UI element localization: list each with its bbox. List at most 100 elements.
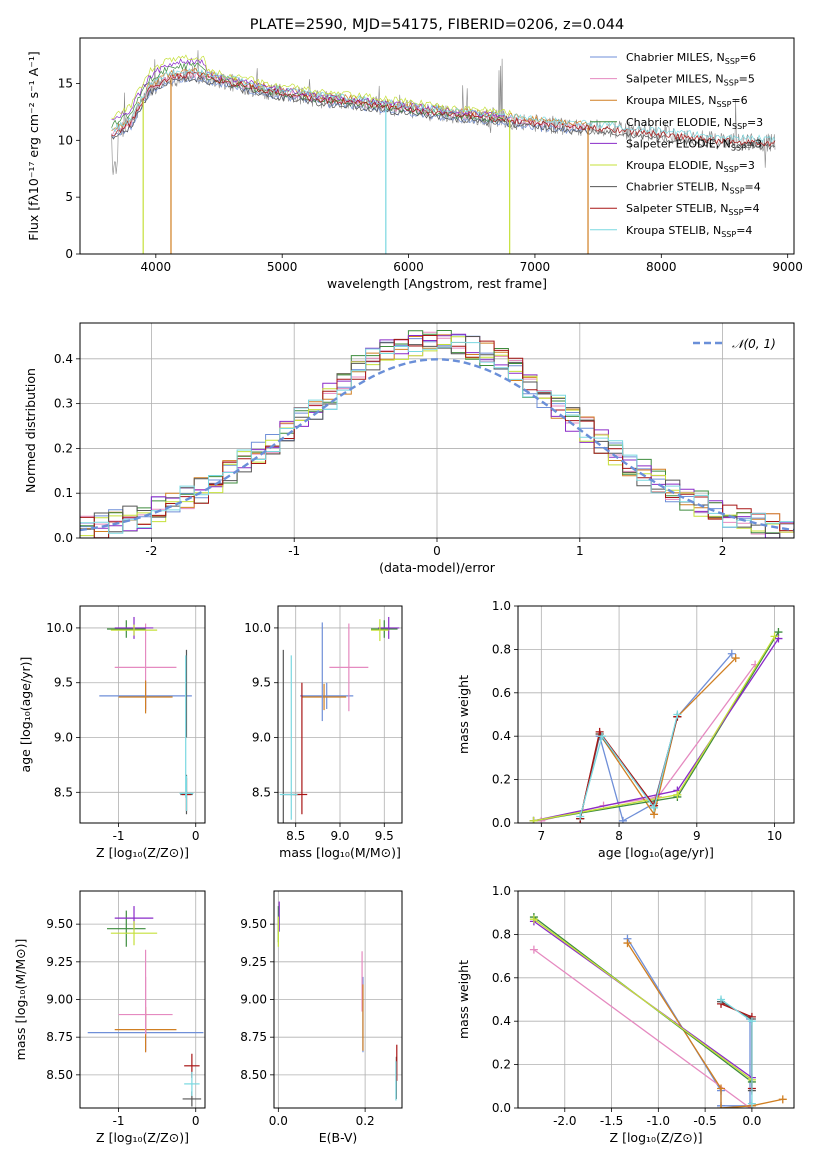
y-tick-label: 9.0 (54, 731, 73, 745)
x-axis-label: Z [log₁₀(Z/Z⊙)] (610, 1130, 703, 1145)
y-tick-label: 0.0 (54, 531, 73, 545)
axes-frame (79, 890, 206, 1109)
x-axis-label: age [log₁₀(age/yr)] (598, 845, 714, 860)
weight-vs-z-panel: -2.0 -1.5 -1.0 -0.5 0.0 0.0 0.2 0.4 0.6 0.8 1.0 Z [… (456, 884, 795, 1145)
x-tick-label: -0.5 (693, 1114, 716, 1128)
model-spectrum-kroupa-miles (111, 67, 590, 131)
x-tick-label: 5000 (267, 260, 298, 274)
spectrum-legend: Chabrier MILES, NSSP=6 Salpeter MILES, NS… (590, 51, 763, 239)
weight-marker (747, 1099, 756, 1108)
y-tick-label: 0.4 (54, 352, 73, 366)
weight-marker (529, 945, 538, 954)
y-tick-label: 9.0 (252, 731, 271, 745)
x-tick-label: 0.2 (356, 1114, 375, 1128)
axes-frame (517, 890, 795, 1109)
y-tick-label: 15 (58, 76, 73, 90)
y-tick-label: 9.5 (54, 676, 73, 690)
x-tick-label: 0 (192, 1114, 200, 1128)
y-axis-label: mass weight (456, 960, 471, 1039)
x-tick-label: 2 (719, 544, 727, 558)
x-axis-label: Z [log₁₀(Z/Z⊙)] (96, 1130, 189, 1145)
y-tick-label: 9.00 (240, 993, 267, 1007)
legend-entry: 𝒩(0, 1) (732, 337, 776, 351)
x-axis-label: E(B-V) (319, 1130, 358, 1145)
weight-marker (673, 710, 682, 719)
age-vs-z-panel: -1 0 8.5 9.0 9.5 10.0 Z [log₁₀(Z/Z⊙)] age [log₁… (18, 605, 206, 860)
model-spectrum-chabrier-miles (111, 75, 590, 139)
mass-vs-ebv-panel: 0.0 0.2 8.50 8.75 9.00 9.25 9.50 E(B-V) (240, 890, 403, 1145)
observed-spectrum-line (111, 50, 776, 175)
axes-frame (79, 37, 795, 255)
x-tick-label: -2 (145, 544, 157, 558)
legend-entry: Kroupa ELODIE, NSSP=3 (626, 159, 755, 174)
x-tick-label: 7 (538, 829, 546, 843)
legend-entry: Kroupa MILES, NSSP=6 (626, 94, 748, 109)
y-tick-label: 0.2 (492, 773, 511, 787)
y-tick-label: 0.8 (492, 927, 511, 941)
x-tick-label: 9000 (772, 260, 803, 274)
weight-marker (727, 649, 736, 658)
x-tick-label: -1 (288, 544, 300, 558)
y-tick-label: 10 (58, 133, 73, 147)
axes-frame (273, 890, 403, 1109)
weight-marker (717, 1084, 726, 1093)
y-tick-label: 0.4 (492, 1014, 511, 1028)
weight-vs-age-panel: 7 8 9 10 0.0 0.2 0.4 0.6 0.8 1.0 age [log₁₀(age/yr… (456, 599, 795, 860)
y-tick-label: 0.6 (492, 971, 511, 985)
y-tick-label: 8.50 (46, 1068, 73, 1082)
y-axis-label: mass [log₁₀(M/M⊙)] (13, 939, 28, 1061)
figure-title: PLATE=2590, MJD=54175, FIBERID=0206, z=0… (250, 17, 624, 33)
legend-entry: Salpeter STELIB, NSSP=4 (626, 202, 760, 217)
axes-frame (79, 322, 795, 539)
x-axis-label: (data-model)/error (379, 560, 496, 575)
mass-vs-z-panel: -1 0 8.50 8.75 9.00 9.25 9.50 Z [log₁₀(Z/Z⊙)] ma… (13, 890, 206, 1145)
y-tick-label: 5 (65, 190, 73, 204)
legend-entry: Salpeter ELODIE, NSSP=3 (626, 137, 762, 152)
x-axis-label: wavelength [Angstrom, rest frame] (327, 276, 547, 291)
residuals-legend: 𝒩(0, 1) (693, 337, 776, 351)
y-axis-label: Flux [fλ10⁻¹⁷ erg cm⁻² s⁻¹ A⁻¹] (26, 51, 41, 240)
weight-marker (618, 816, 627, 823)
x-tick-label: 9 (693, 829, 701, 843)
y-tick-label: 8.50 (240, 1068, 267, 1082)
y-tick-label: 9.50 (240, 917, 267, 931)
y-axis-label: mass weight (456, 675, 471, 754)
residuals-panel: -2 -1 0 1 2 0.0 0.1 0.2 0.3 0.4 (data-model)/error… (23, 322, 795, 575)
weight-marker (595, 727, 604, 736)
weight-marker (673, 790, 682, 799)
x-tick-label: 4000 (141, 260, 172, 274)
y-tick-label: 10.0 (244, 621, 271, 635)
histogram-kroupa-stelib (80, 341, 794, 538)
y-tick-label: 0.0 (492, 1101, 511, 1115)
mass-vs-ebv-plot-area (277, 901, 398, 1101)
age-vs-z-plot-area (99, 616, 194, 815)
weight-marker (576, 812, 585, 821)
model-spectrum-chabrier-stelib (111, 76, 776, 151)
x-tick-label: 8000 (646, 260, 677, 274)
legend-entry: Kroupa STELIB, NSSP=4 (626, 224, 752, 239)
weight-marker (717, 1104, 726, 1108)
weight-marker (731, 654, 740, 663)
weight-vs-age-plot-area (529, 628, 783, 823)
x-tick-label: 8.5 (286, 829, 305, 843)
y-tick-label: 8.75 (46, 1030, 73, 1044)
weight-line-kroupa-elodie (533, 918, 753, 1081)
x-tick-label: 0 (192, 829, 200, 843)
y-tick-label: 0.3 (54, 397, 73, 411)
y-tick-label: 9.25 (46, 955, 73, 969)
weight-marker (529, 816, 538, 823)
x-tick-label: 7000 (520, 260, 551, 274)
y-tick-label: 0.2 (492, 1058, 511, 1072)
weight-line-salpeter-elodie (533, 638, 780, 822)
weight-marker (717, 995, 726, 1004)
legend-entry: Chabrier MILES, NSSP=6 (626, 51, 756, 66)
weight-line-kroupa-miles (626, 942, 783, 1108)
x-tick-label: -1.0 (647, 1114, 670, 1128)
mass-vs-z-plot-area (87, 906, 204, 1107)
y-tick-label: 8.5 (54, 785, 73, 799)
legend-entry: Chabrier ELODIE, NSSP=3 (626, 116, 763, 131)
weight-marker (537, 816, 546, 823)
x-tick-label: -1 (113, 1114, 125, 1128)
y-tick-label: 8.75 (240, 1030, 267, 1044)
